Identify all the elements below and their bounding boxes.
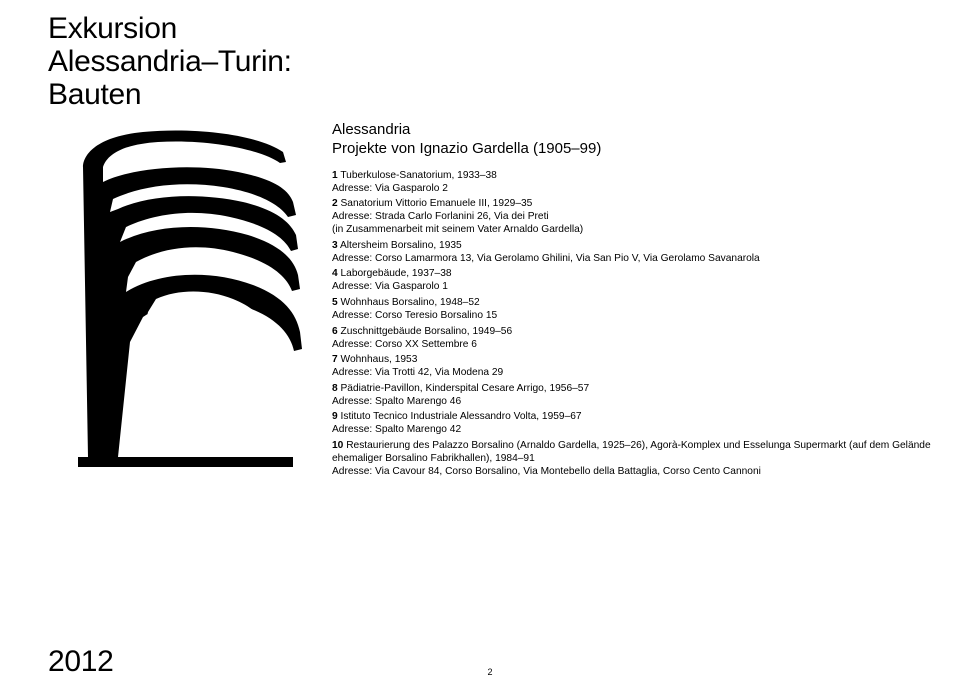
entry-name: Istituto Tecnico Industriale Alessandro … — [341, 411, 582, 422]
page-footer: 2012 2 — [48, 645, 932, 679]
entry-title: 1 Tuberkulose-Sanatorium, 1933–38 — [332, 169, 932, 182]
title-line-3: Bauten — [48, 78, 932, 111]
entry-number: 2 — [332, 198, 338, 209]
entry-title: 4 Laborgebäude, 1937–38 — [332, 267, 932, 280]
entry-name: Restaurierung des Palazzo Borsalino (Arn… — [332, 440, 931, 464]
entry-address: Adresse: Via Cavour 84, Corso Borsalino,… — [332, 465, 932, 478]
left-column — [48, 121, 308, 481]
entry-title: 9 Istituto Tecnico Industriale Alessandr… — [332, 410, 932, 423]
entry-2: 2 Sanatorium Vittorio Emanuele III, 1929… — [332, 197, 932, 236]
entry-address: Adresse: Via Trotti 42, Via Modena 29 — [332, 366, 932, 379]
entry-number: 1 — [332, 170, 338, 181]
entry-address: Adresse: Spalto Marengo 42 — [332, 423, 932, 436]
entry-number: 3 — [332, 240, 338, 251]
entry-number: 4 — [332, 268, 338, 279]
entry-address: Adresse: Corso XX Settembre 6 — [332, 338, 932, 351]
entry-title: 10 Restaurierung des Palazzo Borsalino (… — [332, 439, 932, 465]
entry-name: Tuberkulose-Sanatorium, 1933–38 — [340, 170, 497, 181]
entry-extra: (in Zusammenarbeit mit seinem Vater Arna… — [332, 223, 932, 236]
entry-name: Wohnhaus, 1953 — [341, 354, 418, 365]
entry-name: Sanatorium Vittorio Emanuele III, 1929–3… — [341, 198, 533, 209]
entry-address: Adresse: Strada Carlo Forlanini 26, Via … — [332, 210, 932, 223]
entry-6: 6 Zuschnittgebäude Borsalino, 1949–56Adr… — [332, 325, 932, 351]
title-line-1: Exkursion — [48, 12, 932, 45]
entry-number: 10 — [332, 440, 343, 451]
footer-year: 2012 — [48, 645, 114, 679]
entry-number: 7 — [332, 354, 338, 365]
title-line-2: Alessandria–Turin: — [48, 45, 932, 78]
entries-list: 1 Tuberkulose-Sanatorium, 1933–38Adresse… — [332, 169, 932, 479]
entry-1: 1 Tuberkulose-Sanatorium, 1933–38Adresse… — [332, 169, 932, 195]
building-silhouette-icon — [48, 127, 308, 467]
section-subtitle: Projekte von Ignazio Gardella (1905–99) — [332, 140, 932, 159]
entry-9: 9 Istituto Tecnico Industriale Alessandr… — [332, 410, 932, 436]
page-container: Exkursion Alessandria–Turin: Bauten Ales… — [0, 0, 960, 695]
entry-title: 2 Sanatorium Vittorio Emanuele III, 1929… — [332, 197, 932, 210]
title-block: Exkursion Alessandria–Turin: Bauten — [48, 12, 932, 111]
entry-5: 5 Wohnhaus Borsalino, 1948–52Adresse: Co… — [332, 296, 932, 322]
entry-address: Adresse: Corso Lamarmora 13, Via Gerolam… — [332, 252, 932, 265]
entry-4: 4 Laborgebäude, 1937–38Adresse: Via Gasp… — [332, 267, 932, 293]
entry-title: 5 Wohnhaus Borsalino, 1948–52 — [332, 296, 932, 309]
entry-7: 7 Wohnhaus, 1953Adresse: Via Trotti 42, … — [332, 353, 932, 379]
entry-name: Wohnhaus Borsalino, 1948–52 — [341, 297, 480, 308]
content-columns: Alessandria Projekte von Ignazio Gardell… — [48, 121, 932, 481]
entry-name: Pädiatrie-Pavillon, Kinderspital Cesare … — [341, 383, 590, 394]
section-header: Alessandria Projekte von Ignazio Gardell… — [332, 121, 932, 159]
entry-address: Adresse: Via Gasparolo 1 — [332, 280, 932, 293]
entry-address: Adresse: Spalto Marengo 46 — [332, 395, 932, 408]
entry-number: 9 — [332, 411, 338, 422]
entry-title: 6 Zuschnittgebäude Borsalino, 1949–56 — [332, 325, 932, 338]
entry-number: 8 — [332, 383, 338, 394]
entry-name: Laborgebäude, 1937–38 — [341, 268, 452, 279]
entry-number: 5 — [332, 297, 338, 308]
entry-title: 7 Wohnhaus, 1953 — [332, 353, 932, 366]
entry-3: 3 Altersheim Borsalino, 1935Adresse: Cor… — [332, 239, 932, 265]
section-city: Alessandria — [332, 121, 932, 140]
entry-number: 6 — [332, 326, 338, 337]
entry-name: Zuschnittgebäude Borsalino, 1949–56 — [341, 326, 513, 337]
entry-title: 8 Pädiatrie-Pavillon, Kinderspital Cesar… — [332, 382, 932, 395]
entry-10: 10 Restaurierung des Palazzo Borsalino (… — [332, 439, 932, 478]
entry-8: 8 Pädiatrie-Pavillon, Kinderspital Cesar… — [332, 382, 932, 408]
entry-address: Adresse: Via Gasparolo 2 — [332, 182, 932, 195]
entry-name: Altersheim Borsalino, 1935 — [340, 240, 462, 251]
footer-page-number: 2 — [487, 667, 492, 677]
right-column: Alessandria Projekte von Ignazio Gardell… — [332, 121, 932, 481]
entry-title: 3 Altersheim Borsalino, 1935 — [332, 239, 932, 252]
entry-address: Adresse: Corso Teresio Borsalino 15 — [332, 309, 932, 322]
